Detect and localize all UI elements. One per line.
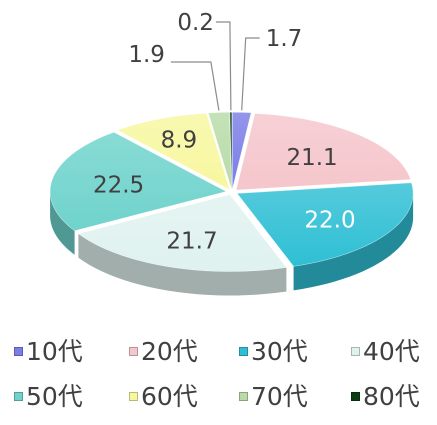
slice-shine-20代 [236,113,411,191]
slice-shine-50代 [50,132,227,231]
legend-swatch [14,347,23,356]
data-label-60代: 8.9 [161,128,198,154]
data-label-10代: 1.7 [266,26,303,52]
data-label-20代: 21.1 [286,145,337,171]
data-label-30代: 22.0 [304,208,355,234]
data-label-50代: 22.5 [93,172,144,198]
slice-side-30代 [293,193,414,291]
legend-item-10代: 10代 [14,339,83,364]
data-label-70代: 1.9 [128,42,165,68]
legend-swatch [351,347,360,356]
legend-label: 40代 [363,337,420,366]
data-labels: 1.7 21.1 22.0 21.7 22.5 8.9 1.9 0.2 [93,10,356,254]
leader-line-70代 [170,61,220,111]
leader-line-80代 [215,21,232,111]
data-label-80代: 0.2 [177,10,214,36]
slice-side-50代 [50,191,75,255]
legend-label: 30代 [251,337,308,366]
legend-swatch [351,392,360,401]
slice-shine-80代 [229,112,232,190]
slice-shine-30代 [237,182,414,267]
slice-side-40代 [78,233,287,296]
legend-label: 80代 [363,382,420,411]
legend-item-50代: 50代 [14,384,83,409]
pie-slices [49,111,414,296]
legend-label: 20代 [141,337,198,366]
legend-swatch [129,392,138,401]
slice-shine-70代 [208,112,232,190]
slice-shine-10代 [232,112,252,190]
legend-label: 10代 [26,337,83,366]
legend-swatch [239,347,248,356]
legend-item-80代: 80代 [351,384,420,409]
legend-item-20代: 20代 [129,339,198,364]
legend-item-60代: 60代 [129,384,198,409]
legend-swatch [239,392,248,401]
pie-chart: 1.7 21.1 22.0 21.7 22.5 8.9 1.9 0.2 [49,10,414,296]
slice-shine-60代 [117,113,230,190]
legend-label: 60代 [141,382,198,411]
slice-shine-40代 [78,194,287,272]
leader-line-10代 [241,37,260,111]
legend-item-40代: 40代 [351,339,420,364]
legend-swatch [14,392,23,401]
chart-legend: 10代 20代 30代 40代 50代 60代 70代 80代 [0,333,437,425]
legend-item-70代: 70代 [239,384,308,409]
legend-label: 50代 [26,382,83,411]
leader-lines [170,21,260,111]
legend-swatch [129,347,138,356]
legend-item-30代: 30代 [239,339,308,364]
data-label-40代: 21.7 [166,228,217,254]
legend-label: 70代 [251,382,308,411]
